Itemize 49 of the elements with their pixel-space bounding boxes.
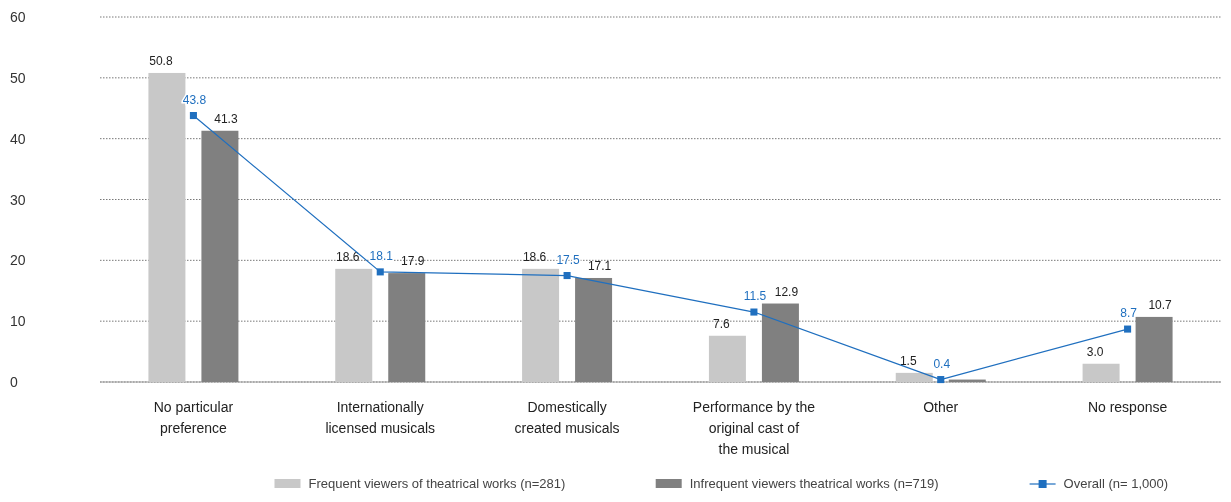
point — [937, 376, 945, 384]
x-tick-label: Domestically created musicals — [514, 399, 620, 436]
y-tick-label: 50 — [10, 69, 26, 86]
data-label: 1.5 — [899, 353, 917, 368]
y-tick-label: 30 — [10, 191, 26, 208]
x-tick-label: Internationally licensed musicals — [325, 399, 436, 436]
bar — [522, 268, 560, 382]
bar — [201, 130, 239, 382]
bar — [388, 273, 426, 382]
x-tick-label: Other — [923, 399, 959, 415]
x-tick-label: Performance by the original cast of the musical — [692, 399, 816, 457]
point — [189, 112, 197, 120]
legend-label: Frequent viewers of theatrical works (n=281) — [308, 476, 566, 491]
legend-label: Infrequent viewers theatrical works (n=719) — [689, 476, 939, 491]
point — [750, 308, 758, 316]
legend-label: Overall (n= 1,000) — [1063, 476, 1169, 491]
x-tick-label: No particular preference — [153, 399, 234, 436]
bar — [335, 268, 373, 382]
data-label: 41.3 — [214, 111, 238, 126]
y-tick-label: 20 — [10, 252, 26, 269]
bar — [1135, 316, 1173, 382]
data-label: 18.1 — [369, 248, 394, 263]
data-label: 3.0 — [1086, 344, 1104, 359]
bar — [708, 335, 746, 382]
bar — [575, 277, 613, 382]
data-label: 43.8 — [182, 92, 207, 107]
y-tick-label: 60 — [10, 9, 26, 25]
data-label: 17.1 — [587, 258, 612, 273]
point — [376, 268, 384, 276]
point — [1124, 325, 1132, 333]
point — [563, 272, 571, 280]
data-label: 50.8 — [149, 53, 173, 68]
bar — [1082, 363, 1120, 382]
data-label: 17.5 — [556, 252, 581, 267]
y-tick-label: 40 — [10, 130, 26, 147]
data-label: 8.7 — [1120, 306, 1138, 321]
x-tick-label: No response — [1087, 399, 1168, 415]
y-tick-label: 0 — [10, 374, 18, 390]
bar — [895, 372, 933, 382]
data-label: 11.5 — [743, 289, 767, 304]
y-tick-label: 10 — [10, 313, 26, 330]
data-label: 12.9 — [774, 284, 799, 299]
bar — [761, 303, 799, 382]
data-label: 10.7 — [1148, 297, 1173, 312]
data-label: 0.4 — [933, 356, 951, 371]
data-label: 7.6 — [713, 316, 731, 331]
data-label: 18.6 — [522, 249, 547, 264]
data-label: 18.6 — [336, 249, 360, 264]
data-label: 17.9 — [401, 254, 425, 269]
